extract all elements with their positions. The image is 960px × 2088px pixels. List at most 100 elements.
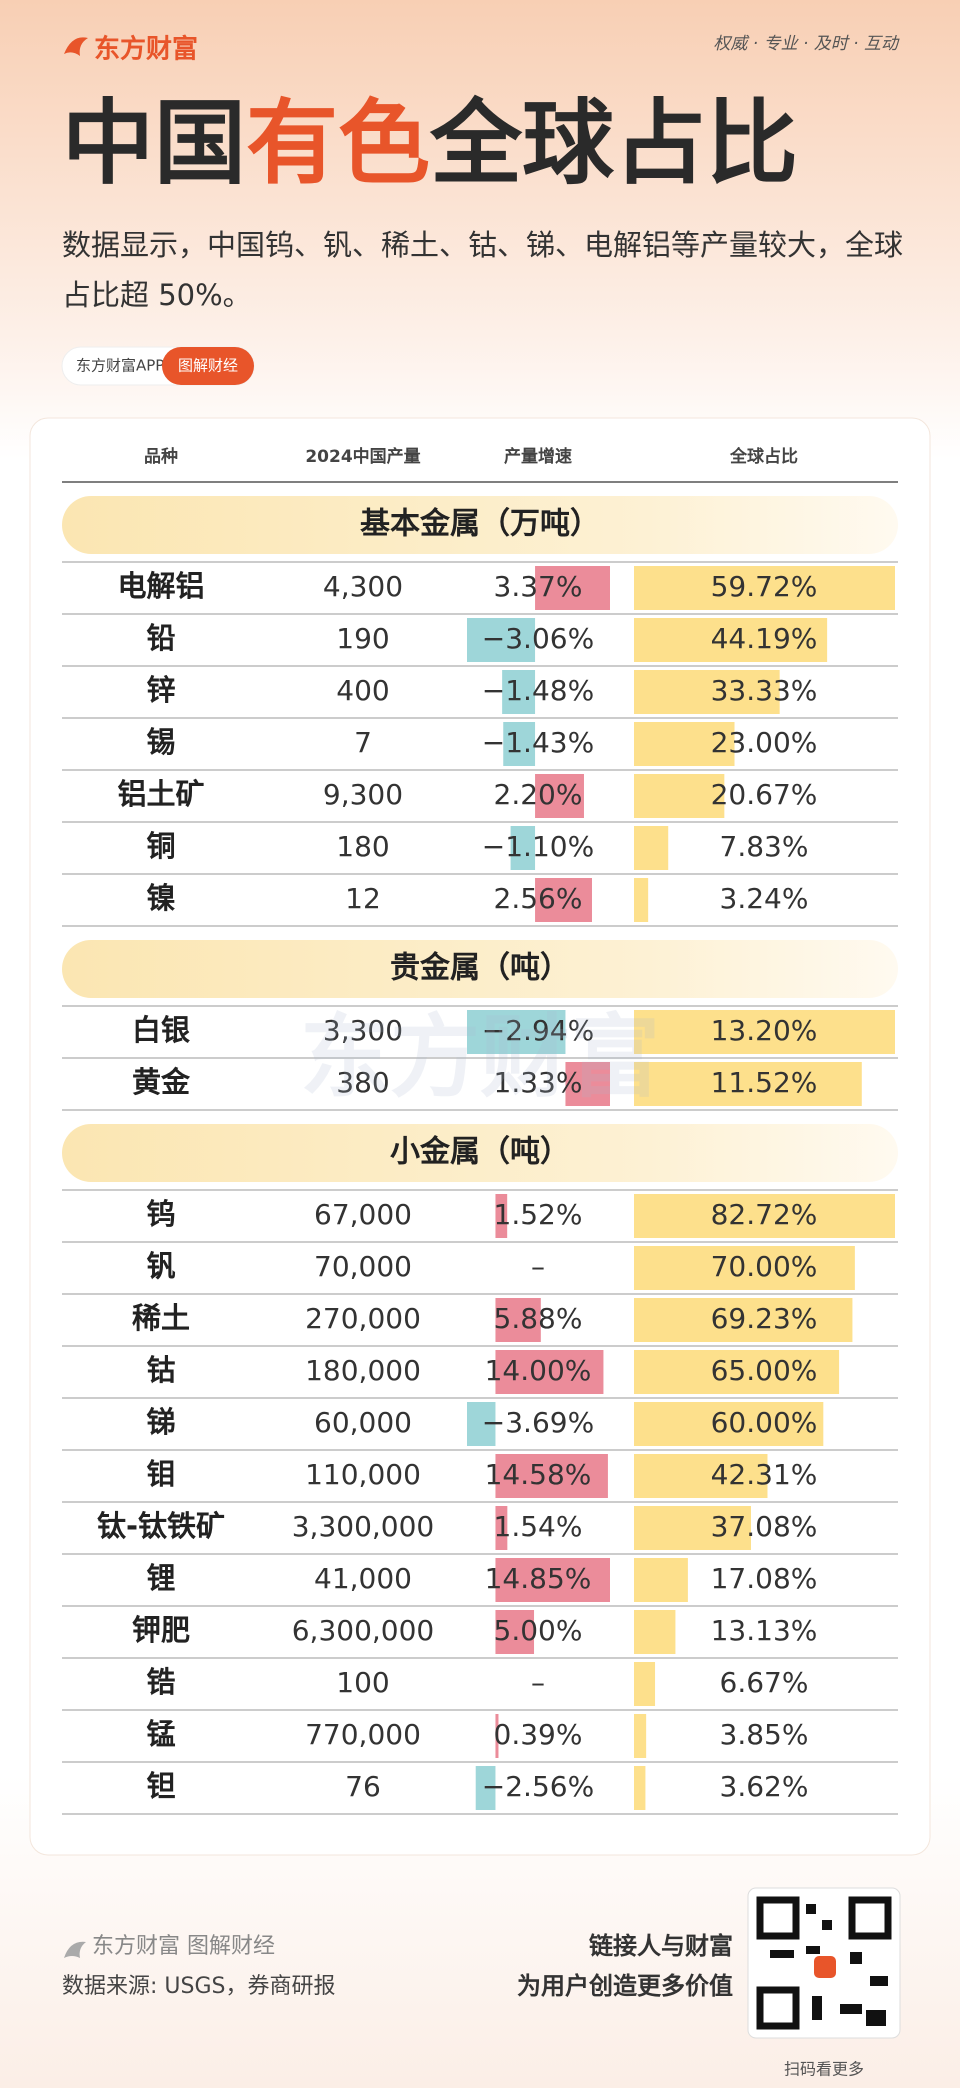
variety: 钒	[146, 1249, 175, 1283]
growth-bar	[495, 1454, 608, 1498]
share-bar	[634, 1506, 751, 1550]
share-label: 7.83%	[720, 830, 809, 863]
column-header: 品种	[144, 446, 178, 467]
share-bar	[634, 618, 828, 662]
share-label: 17.08%	[711, 1562, 818, 1595]
footer-source: 数据来源: USGS，券商研报	[62, 1974, 336, 1999]
variety: 锰	[146, 1717, 175, 1751]
variety: 黄金	[132, 1065, 191, 1099]
share-bar	[634, 1402, 824, 1446]
output: 770,000	[305, 1718, 421, 1751]
growth-label: –	[531, 1250, 545, 1283]
share-label: 3.85%	[720, 1718, 809, 1751]
footer-logo	[64, 1941, 86, 1958]
growth-label: 1.33%	[494, 1066, 583, 1099]
growth-label: −1.10%	[482, 830, 594, 863]
output: 270,000	[305, 1302, 421, 1335]
share-bar	[634, 1610, 676, 1654]
share-bar	[634, 878, 649, 922]
growth-label: –	[531, 1666, 545, 1699]
share-label: 13.20%	[711, 1014, 818, 1047]
output: 6,300,000	[292, 1614, 435, 1647]
growth-label: 5.88%	[494, 1302, 583, 1335]
growth-bar	[495, 1194, 508, 1238]
output: 67,000	[314, 1198, 412, 1231]
share-bar	[634, 722, 735, 766]
share-bar	[634, 1062, 862, 1106]
share-label: 65.00%	[711, 1354, 818, 1387]
share-bar	[634, 1454, 768, 1498]
growth-bar	[535, 566, 610, 610]
growth-label: −3.06%	[482, 622, 594, 655]
share-bar	[634, 774, 725, 818]
growth-label: 14.58%	[485, 1458, 592, 1491]
variety: 钨	[146, 1197, 175, 1231]
subtitle: 数据显示，中国钨、钒、稀土、钴、锑、电解铝等产量较大，全球占比超 50%。	[62, 228, 904, 312]
watermark: 东方财富	[300, 1005, 660, 1110]
share-bar	[634, 1298, 853, 1342]
column-header: 产量增速	[504, 446, 572, 467]
growth-bar	[495, 1350, 604, 1394]
share-label: 70.00%	[711, 1250, 818, 1283]
title-part: 中国	[62, 90, 246, 197]
share-label: 23.00%	[711, 726, 818, 759]
share-label: 6.67%	[720, 1666, 809, 1699]
output: 3,300	[323, 1014, 403, 1047]
logo: 东方财富	[94, 34, 198, 65]
output: 4,300	[323, 570, 403, 603]
share-label: 33.33%	[711, 674, 818, 707]
growth-bar	[503, 722, 536, 766]
output: 7	[354, 726, 372, 759]
slogan: 权威 · 专业 · 及时 · 互动	[713, 34, 900, 54]
variety: 电解铝	[117, 569, 204, 603]
growth-bar	[495, 1714, 499, 1758]
title-highlight: 有色	[246, 90, 430, 197]
growth-label: 1.52%	[494, 1198, 583, 1231]
variety: 稀土	[132, 1301, 190, 1335]
share-label: 82.72%	[711, 1198, 818, 1231]
growth-label: 5.00%	[494, 1614, 583, 1647]
group-band	[62, 1124, 898, 1182]
share-label: 37.08%	[711, 1510, 818, 1543]
growth-bar	[535, 878, 592, 922]
share-bar	[634, 670, 780, 714]
share-bar	[634, 826, 669, 870]
group-band	[62, 496, 898, 554]
qr-code	[747, 1887, 901, 2039]
growth-label: 14.00%	[485, 1354, 592, 1387]
growth-bar	[565, 1062, 610, 1106]
variety: 镍	[146, 881, 175, 915]
variety: 铝土矿	[117, 777, 204, 811]
growth-bar	[467, 1402, 496, 1446]
footer-brand: 东方财富 图解财经	[92, 1934, 275, 1959]
output: 9,300	[323, 778, 403, 811]
share-label: 60.00%	[711, 1406, 818, 1439]
title: 中国有色全球占比	[62, 90, 798, 197]
output: 76	[345, 1770, 381, 1803]
column-header: 全球占比	[729, 446, 798, 467]
growth-bar	[467, 618, 536, 662]
share-bar	[634, 1246, 855, 1290]
output: 180,000	[305, 1354, 421, 1387]
share-bar	[634, 1194, 895, 1238]
share-label: 13.13%	[711, 1614, 818, 1647]
share-bar	[634, 1010, 895, 1054]
share-bar	[634, 1558, 688, 1602]
growth-label: 1.54%	[494, 1510, 583, 1543]
output: 41,000	[314, 1562, 412, 1595]
share-label: 69.23%	[711, 1302, 818, 1335]
output: 3,300,000	[292, 1510, 435, 1543]
output: 60,000	[314, 1406, 412, 1439]
group-band	[62, 940, 898, 998]
output: 110,000	[305, 1458, 421, 1491]
growth-label: −1.48%	[482, 674, 594, 707]
variety: 白银	[132, 1013, 190, 1047]
growth-label: −1.43%	[482, 726, 594, 759]
variety: 钾肥	[132, 1613, 190, 1647]
growth-label: −2.94%	[482, 1014, 594, 1047]
growth-bar	[502, 670, 536, 714]
variety: 锌	[146, 673, 175, 707]
motto: 为用户创造更多价值	[517, 1972, 733, 2000]
